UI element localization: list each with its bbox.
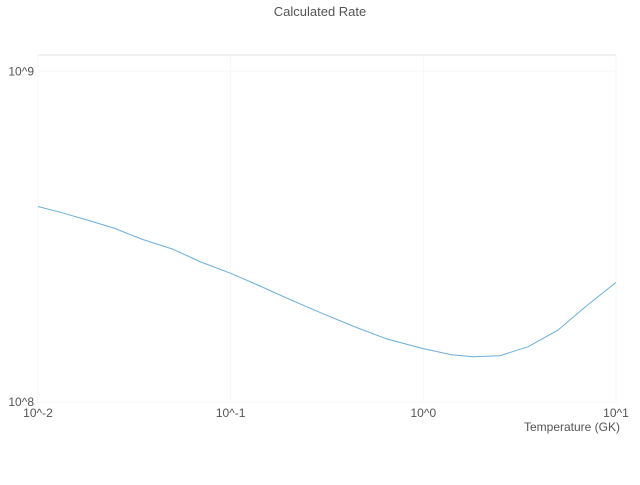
tick-labels: 10^-2 10^-1 10^0 10^1 10^8 10^9 — [8, 64, 629, 420]
x-tick-label: 10^1 — [603, 406, 629, 420]
plot-area-border — [37, 54, 617, 403]
chart-title: Calculated Rate — [274, 4, 367, 19]
x-axis-label: Temperature (GK) — [524, 420, 620, 434]
rate-line — [37, 206, 617, 358]
y-tick-label: 10^9 — [8, 64, 34, 78]
x-tick-label: 10^-2 — [23, 406, 53, 420]
y-tick-label: 10^8 — [8, 395, 34, 409]
x-tick-label: 10^0 — [411, 406, 437, 420]
gridlines — [37, 54, 617, 403]
x-tick-label: 10^-1 — [216, 406, 246, 420]
